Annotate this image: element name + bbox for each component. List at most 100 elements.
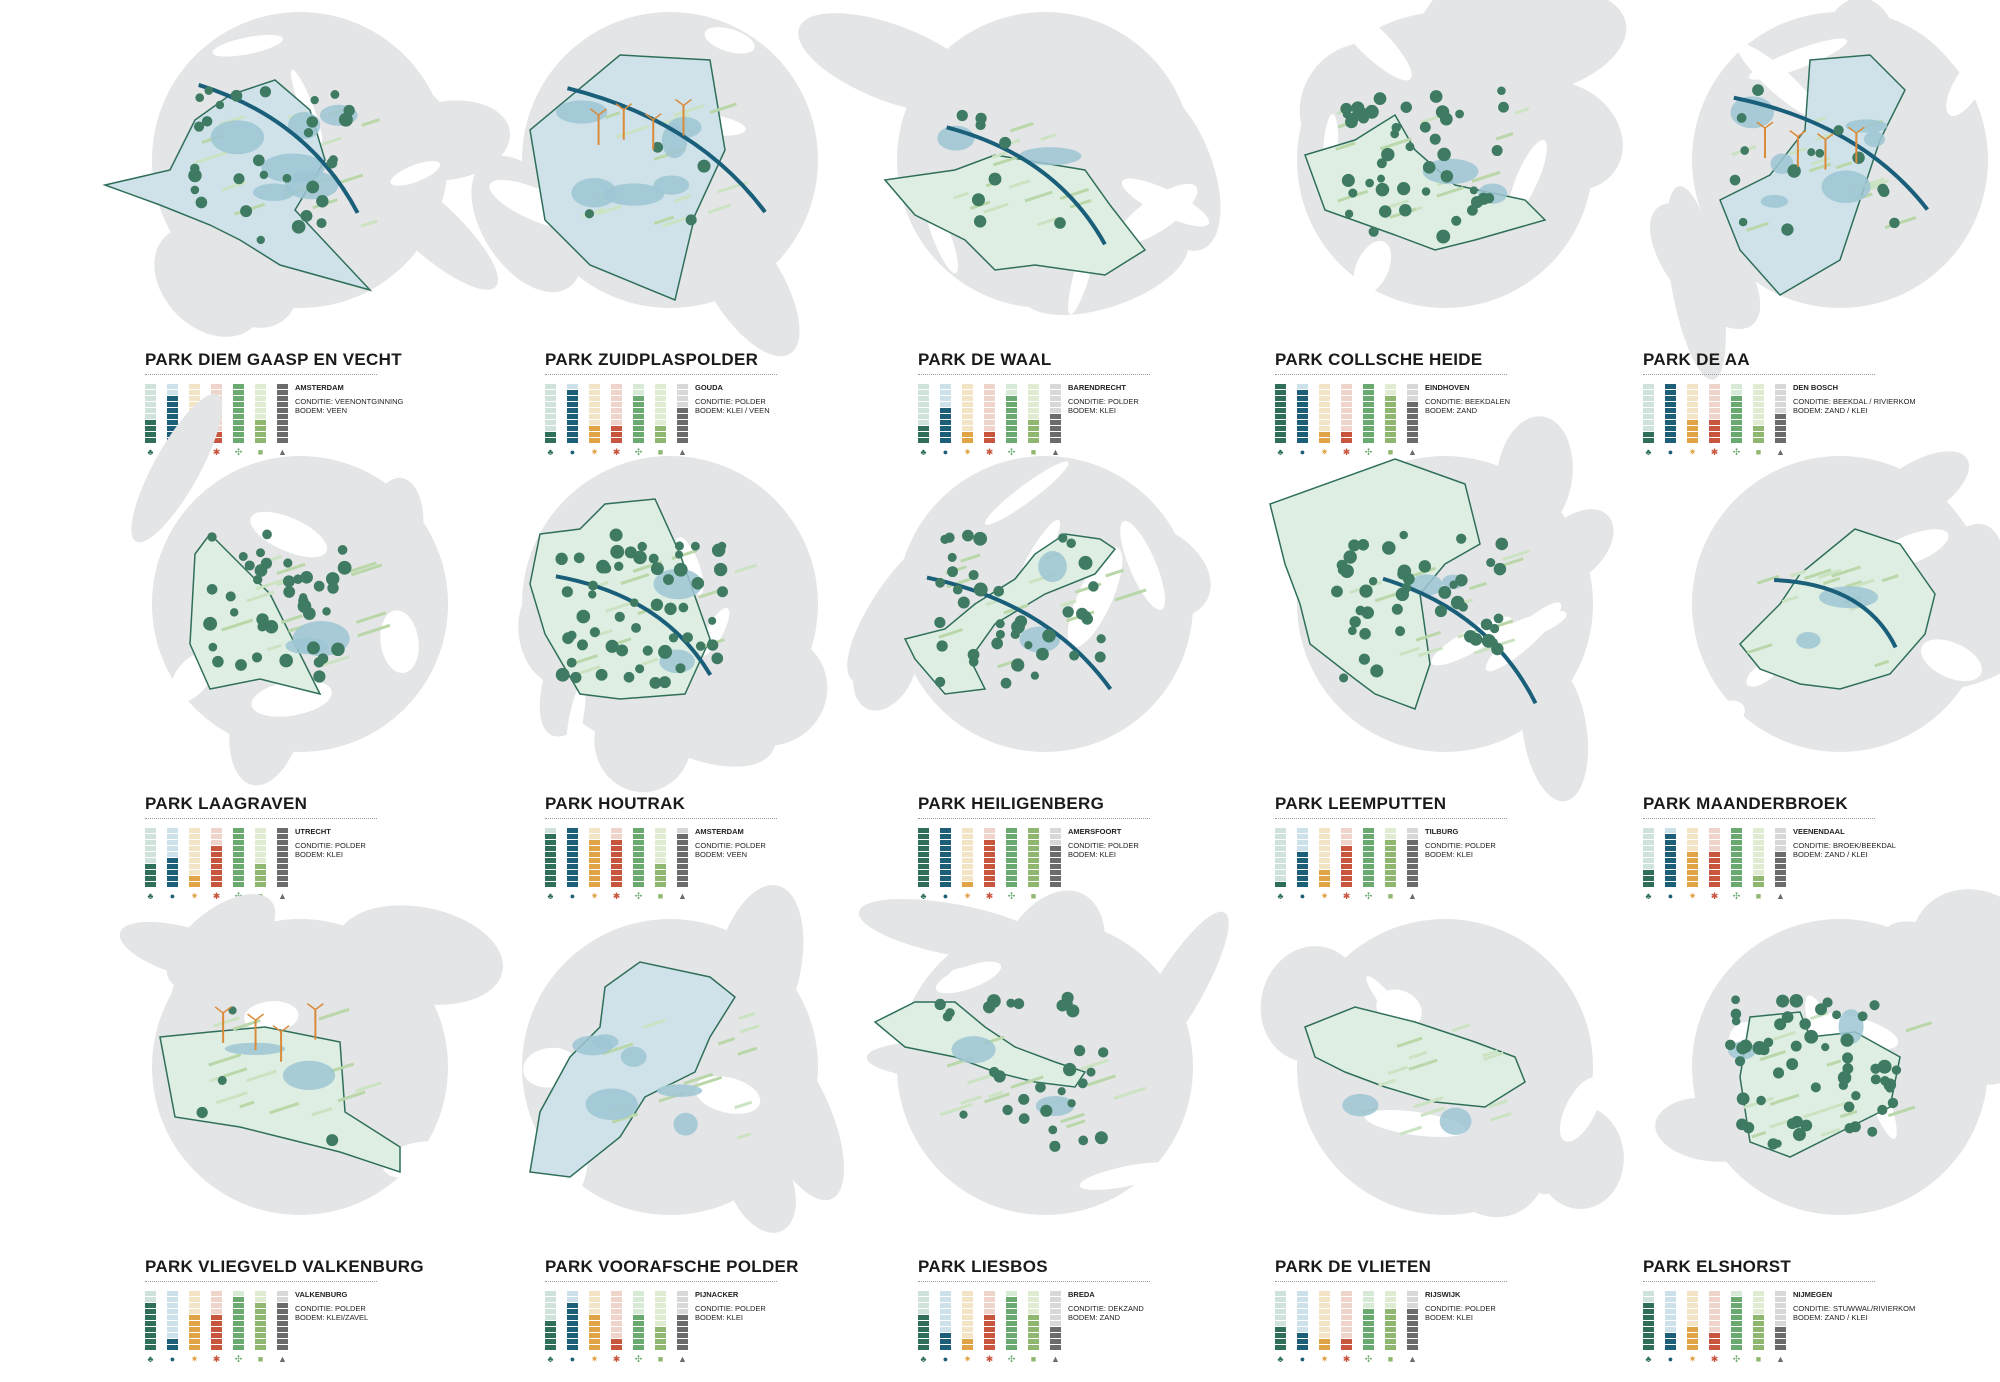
bar-segment-filled [1319, 438, 1330, 443]
tree-mark [1878, 186, 1890, 198]
context-water [1946, 54, 1989, 116]
bar-segment-filled [189, 1315, 200, 1320]
field-strip [215, 1091, 248, 1105]
bar-segment-filled [1709, 870, 1720, 875]
bar-segment-filled [633, 408, 644, 413]
bar-segment-empty [545, 426, 556, 431]
bar-segment-filled [1385, 870, 1396, 875]
park-bodem: BODEM: VEEN [295, 406, 348, 415]
park-card: PARK LEEMPUTTEN ♣ ● ✷ ✱ ✣ ■ ▲ TILBURG CONDITIE: P… [1269, 416, 1675, 904]
tree-mark [652, 141, 664, 153]
tree-mark [1799, 1018, 1811, 1030]
water-drop-icon: ● [1667, 447, 1674, 457]
bar-segment-filled [589, 870, 600, 875]
bar-segment-empty [567, 1297, 578, 1302]
bar-segment-filled [1731, 1333, 1742, 1338]
tree-mark [650, 598, 664, 611]
bar-segment-empty [1341, 402, 1352, 407]
tree-mark [256, 235, 265, 245]
bar-segment-empty [1775, 846, 1786, 851]
bar-segment-empty [589, 1291, 600, 1296]
tree-mark [1344, 209, 1354, 219]
bar-segment-filled [545, 834, 556, 839]
tree-mark [343, 104, 355, 117]
bar-segment-filled [1028, 864, 1039, 869]
tree-mark [206, 583, 218, 595]
tree-mark [313, 580, 325, 592]
bar-segment-empty [962, 858, 973, 863]
bar-segment-filled [1275, 1333, 1286, 1338]
bar-segment-filled [1665, 834, 1676, 839]
bar-segment-filled [1665, 438, 1676, 443]
tree-mark [1054, 217, 1066, 229]
tree-mark [711, 543, 726, 557]
bar-segment-empty [918, 420, 929, 425]
bar-segment-filled [1687, 420, 1698, 425]
bar-segment-filled [1643, 1315, 1654, 1320]
bar-segment-filled [918, 840, 929, 845]
field-strip [611, 1112, 639, 1124]
bar-segment-empty [1297, 846, 1308, 851]
park-bodem: BODEM: KLEI [1068, 406, 1116, 415]
park-title: PARK MAANDERBROEK [1643, 794, 1849, 813]
bar-segment-empty [984, 384, 995, 389]
water-drop-icon: ● [942, 447, 949, 457]
tree-mark [1341, 173, 1355, 187]
bar-segment-empty [1319, 840, 1330, 845]
bar-segment-empty [611, 1327, 622, 1332]
tree-mark [973, 215, 987, 228]
bar-segment-empty [655, 420, 666, 425]
context-water [1748, 38, 1848, 80]
bar-segment-filled [1050, 1333, 1061, 1338]
bar-segment-filled [1363, 1321, 1374, 1326]
bar-segment-filled [962, 438, 973, 443]
bar-segment-empty [940, 384, 951, 389]
tree-mark [1361, 606, 1374, 620]
tree-mark [1800, 1119, 1813, 1132]
bar-segment-filled [1319, 1345, 1330, 1350]
bar-segment-filled [1028, 1339, 1039, 1344]
bar-segment-empty [255, 390, 266, 395]
bar-segment-empty [1665, 1291, 1676, 1296]
bar-segment-filled [1385, 420, 1396, 425]
bar-segment-filled [1275, 426, 1286, 431]
park-card: PARK DIEM GAASP EN VECHT♣●✷✱✣■▲AMSTERDAM… [102, 0, 545, 460]
runner-icon: ✱ [1342, 447, 1351, 457]
bar-segment-empty [1775, 396, 1786, 401]
tree-mark [1399, 530, 1408, 540]
bar-segment-empty [589, 408, 600, 413]
bar-segment-filled [1643, 1333, 1654, 1338]
bar-segment-empty [918, 402, 929, 407]
bar-segment-filled [1687, 1339, 1698, 1344]
tractor-icon: ■ [657, 1354, 664, 1364]
runner-icon: ✱ [212, 1354, 221, 1364]
tree-mark [1377, 174, 1386, 183]
tree-mark [968, 569, 979, 581]
park-city: VEENENDAAL [1793, 827, 1845, 836]
bar-segment-filled [1363, 840, 1374, 845]
bar-segment-empty [255, 1291, 266, 1296]
park-bodem: BODEM: KLEI [1425, 850, 1473, 859]
bar-segment-filled [1385, 846, 1396, 851]
bar-segment-filled [1050, 882, 1061, 887]
field-strip [1114, 588, 1147, 602]
bar-segment-empty [918, 414, 929, 419]
context-landmass [1433, 0, 1627, 99]
bar-segment-empty [1775, 384, 1786, 389]
bar-segment-filled [1407, 402, 1418, 407]
bar-segment-filled [589, 1327, 600, 1332]
bar-segment-empty [589, 384, 600, 389]
tree-mark [1469, 186, 1478, 195]
tree-mark [1789, 994, 1804, 1008]
bar-segment-empty [633, 390, 644, 395]
bar-segment-empty [677, 1291, 688, 1296]
bar-segment-filled [1385, 1327, 1396, 1332]
bar-segment-empty [211, 1297, 222, 1302]
bar-segment-filled [145, 1321, 156, 1326]
park-card: PARK ELSHORST ♣ ● ✷ ✱ ✣ ■ ▲ NIJMEGEN CONDITIE: ST… [1643, 889, 2000, 1367]
tree-mark [577, 639, 588, 651]
park-city: AMSTERDAM [295, 383, 344, 392]
sun-icon: ✷ [590, 1354, 599, 1364]
bar-segment-empty [1753, 1303, 1764, 1308]
